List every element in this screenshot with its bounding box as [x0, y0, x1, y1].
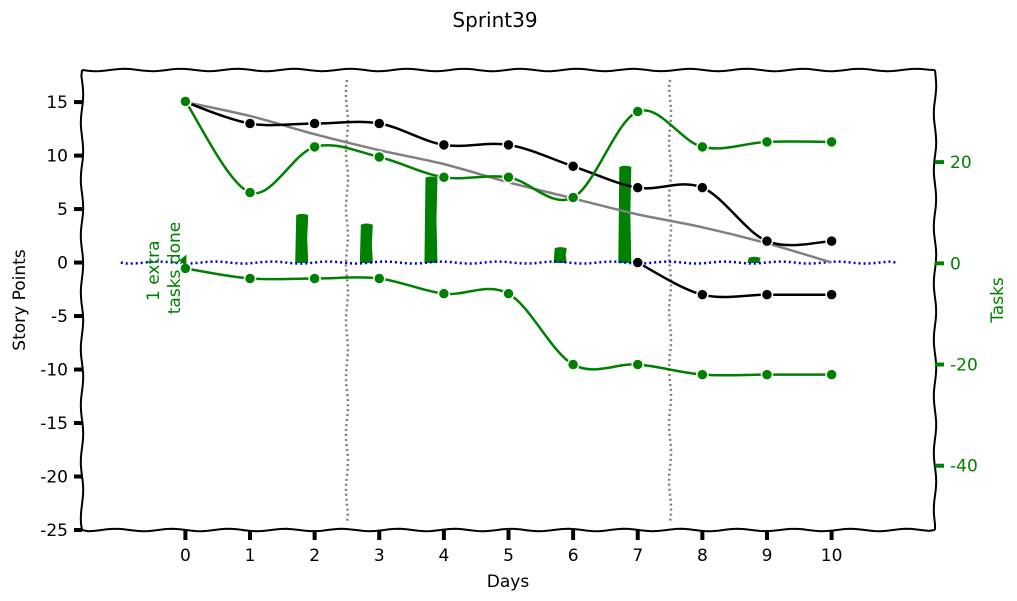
y2-tick-label: 0	[950, 254, 961, 274]
x-tick-label: 4	[438, 546, 449, 566]
y-tick-label: -20	[40, 468, 68, 488]
sprint-boundary-line	[344, 79, 350, 523]
data-point	[631, 105, 644, 118]
data-point	[696, 181, 709, 194]
data-point	[566, 191, 580, 204]
data-point	[308, 117, 321, 130]
zero-baseline	[120, 260, 897, 265]
plot-frame-bottom	[81, 527, 936, 533]
plot-frame-left	[79, 69, 85, 531]
annotation-line-2: tasks done	[165, 222, 185, 314]
data-point	[437, 171, 451, 184]
data-point	[760, 234, 774, 248]
x-tick-label: 5	[503, 546, 514, 566]
data-point	[760, 135, 774, 149]
data-point	[825, 234, 838, 248]
data-point	[631, 181, 644, 194]
x-tick-label: 7	[632, 546, 643, 566]
data-point	[243, 186, 257, 199]
data-point	[179, 95, 192, 108]
data-point	[825, 368, 838, 381]
y2-axis-label: Tasks	[988, 277, 1008, 324]
task-bar	[553, 247, 567, 264]
series-line	[185, 267, 832, 377]
x-tick-label: 8	[697, 546, 708, 566]
extra-tasks-annotation: 1 extra tasks done	[144, 222, 185, 314]
plot-frame-right	[932, 69, 938, 530]
y-tick-label: -10	[40, 361, 68, 381]
task-bar	[618, 165, 632, 264]
y-tick-label: 15	[46, 93, 68, 113]
x-tick-label: 3	[374, 546, 385, 566]
y2-tick-label: 20	[950, 153, 972, 173]
y-tick-label: 5	[57, 200, 68, 220]
y-axis-label: Story Points	[10, 249, 30, 351]
y-tick-label: -5	[51, 307, 68, 327]
x-tick-label: 9	[762, 546, 773, 566]
y-tick-label: 10	[46, 147, 68, 167]
data-point	[760, 288, 774, 301]
x-tick-label: 10	[821, 546, 843, 566]
x-tick-label: 0	[180, 546, 191, 566]
data-point	[308, 272, 321, 285]
data-point	[825, 288, 838, 301]
data-point	[502, 138, 515, 152]
x-tick-label: 2	[309, 546, 320, 566]
data-point	[696, 288, 709, 301]
data-point	[825, 135, 838, 149]
data-point	[373, 117, 386, 130]
chart-title: Sprint39	[452, 8, 537, 32]
y2-tick-label: -20	[950, 356, 978, 376]
x-tick-label: 6	[568, 546, 579, 566]
data-point	[631, 256, 644, 269]
data-point	[631, 358, 644, 371]
y-tick-label: -25	[40, 521, 68, 541]
task-bar	[359, 223, 373, 264]
data-point	[437, 138, 451, 152]
data-point	[308, 140, 321, 154]
sprint-boundary-line	[667, 79, 673, 523]
data-point	[243, 272, 257, 285]
x-tick-label: 1	[245, 546, 256, 566]
plot-frame-top	[81, 67, 936, 73]
data-point	[566, 358, 580, 371]
data-point	[502, 171, 515, 184]
y2-tick-label: -40	[950, 457, 978, 477]
data-point	[243, 117, 257, 130]
data-point	[502, 287, 515, 300]
data-point	[373, 150, 386, 164]
data-point	[760, 368, 774, 381]
data-point	[696, 368, 709, 381]
series-line	[637, 261, 832, 299]
task-bar	[747, 256, 761, 264]
x-axis-label: Days	[487, 572, 530, 592]
data-point	[696, 140, 709, 154]
data-point	[566, 160, 580, 173]
annotation-arrow	[179, 254, 187, 267]
y-tick-label: -15	[40, 414, 68, 434]
task-bar	[295, 213, 309, 264]
data-point	[437, 287, 451, 300]
data-point	[373, 272, 386, 285]
annotation-line-1: 1 extra	[144, 240, 164, 301]
y-tick-label: 0	[57, 254, 68, 274]
task-bar	[424, 176, 438, 264]
